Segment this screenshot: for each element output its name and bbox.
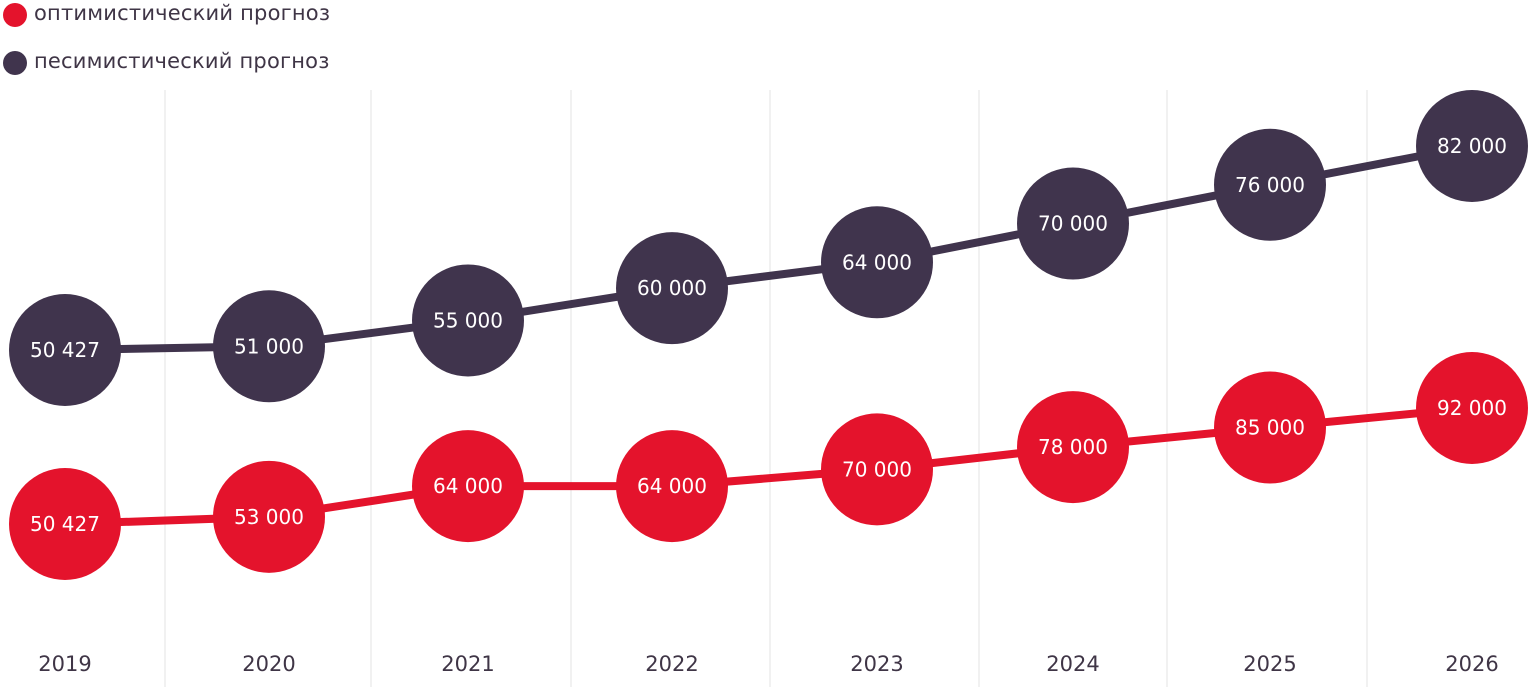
data-label: 78 000 — [1038, 435, 1108, 459]
data-point — [213, 290, 325, 403]
x-tick-label: 2020 — [242, 652, 295, 676]
data-label: 50 427 — [30, 338, 100, 362]
data-label: 64 000 — [842, 250, 912, 274]
data-label: 53 000 — [234, 505, 304, 529]
data-point — [616, 430, 728, 543]
data-point — [1416, 90, 1528, 202]
data-point — [412, 264, 524, 377]
data-label: 55 000 — [433, 308, 503, 332]
data-point — [9, 468, 121, 580]
data-label: 70 000 — [842, 457, 912, 481]
data-point — [821, 206, 933, 319]
x-tick-label: 2022 — [645, 652, 698, 676]
data-point — [616, 232, 728, 345]
x-tick-label: 2024 — [1046, 652, 1099, 676]
data-label: 82 000 — [1437, 134, 1507, 158]
data-point — [213, 460, 325, 573]
grid — [164, 90, 1368, 687]
legend-marker-optimistic — [3, 3, 27, 27]
data-point — [1214, 371, 1326, 484]
data-point — [1214, 128, 1326, 241]
series-points: 50 427 53 000 64 000 64 000 70 000 78 000 85 0… — [9, 90, 1528, 580]
legend-marker-pessimistic — [3, 51, 27, 75]
x-tick-label: 2019 — [38, 652, 91, 676]
x-tick-label: 2026 — [1445, 652, 1498, 676]
legend-label-optimistic: оптимистический прогноз — [34, 1, 331, 25]
data-label: 92 000 — [1437, 396, 1507, 420]
data-label: 76 000 — [1235, 173, 1305, 197]
data-point — [821, 413, 933, 526]
data-point — [1017, 167, 1129, 280]
x-tick-label: 2021 — [441, 652, 494, 676]
data-point — [9, 294, 121, 406]
x-tick-label: 2025 — [1243, 652, 1296, 676]
data-label: 64 000 — [433, 474, 503, 498]
data-point — [412, 430, 524, 543]
x-tick-label: 2023 — [850, 652, 903, 676]
data-label: 85 000 — [1235, 416, 1305, 440]
data-label: 51 000 — [234, 334, 304, 358]
data-point — [1017, 391, 1129, 504]
data-label: 60 000 — [637, 276, 707, 300]
legend-label-pessimistic: песимистический прогноз — [34, 49, 330, 73]
data-label: 64 000 — [637, 474, 707, 498]
x-axis-ticks: 2019 2020 2021 2022 2023 2024 2025 2026 — [38, 652, 1498, 676]
data-point — [1416, 352, 1528, 464]
data-label: 50 427 — [30, 512, 100, 536]
data-label: 70 000 — [1038, 212, 1108, 236]
